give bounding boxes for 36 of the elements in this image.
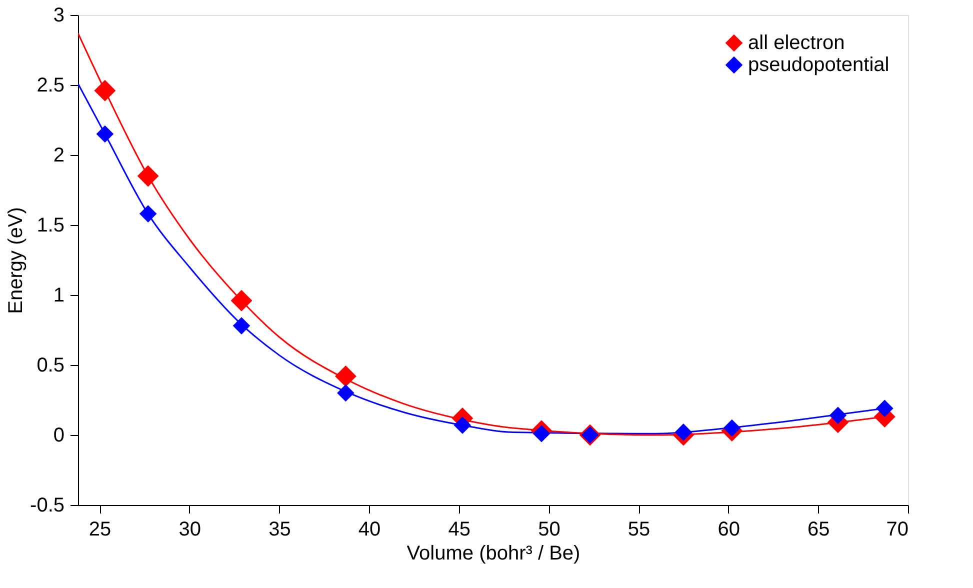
y-tick-label: 0.5 (36, 354, 64, 376)
x-tick-label: 70 (886, 518, 908, 540)
y-tick-label: 2 (53, 144, 64, 166)
point (454, 416, 472, 434)
point (723, 419, 741, 437)
point (96, 125, 114, 143)
point (139, 205, 157, 222)
point (337, 384, 354, 402)
point (137, 165, 159, 187)
x-tick-label: 50 (538, 518, 560, 540)
x-tick-label: 35 (268, 518, 291, 540)
x-tick-label: 55 (628, 518, 650, 540)
legend-label: pseudopotential (748, 54, 890, 76)
point (674, 424, 692, 441)
point (334, 365, 356, 387)
x-tick-label: 30 (178, 518, 202, 540)
legend-label: all electron (748, 32, 845, 54)
y-tick-label: 0 (53, 424, 64, 446)
x-axis-title: Volume (bohr³ / Be) (406, 542, 580, 564)
y-tick-label: 2.5 (36, 74, 64, 96)
y-tick-label: -0.5 (30, 494, 64, 516)
y-tick-label: 1.5 (36, 214, 64, 236)
point (230, 290, 252, 312)
y-tick-label: 1 (53, 284, 64, 306)
x-tick-label: 60 (718, 518, 740, 540)
y-tick-label: 3 (53, 4, 64, 26)
x-tick-label: 25 (88, 518, 112, 540)
point (94, 80, 116, 102)
x-tick-label: 40 (358, 518, 381, 540)
point (232, 317, 250, 334)
x-tick-label: 65 (808, 518, 830, 540)
y-axis-title: Energy (eV) (5, 207, 28, 314)
x-tick-label: 45 (448, 518, 470, 540)
point (876, 400, 894, 418)
point (532, 424, 550, 442)
point (829, 406, 847, 424)
